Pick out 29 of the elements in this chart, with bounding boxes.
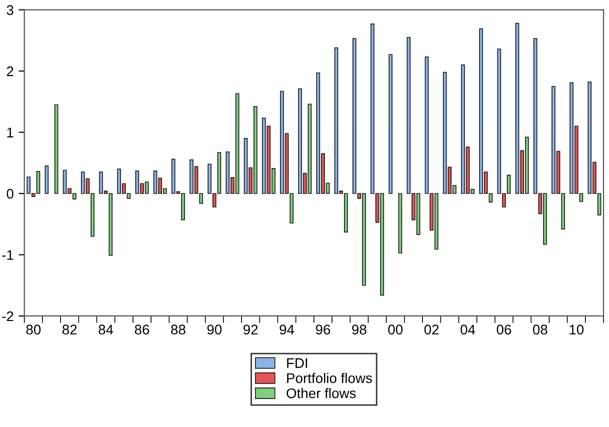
legend-label: Portfolio flows <box>287 372 372 384</box>
legend-label: Other flows <box>286 388 356 398</box>
y-tick-label: -1 <box>2 250 14 260</box>
y-tick-label: 2 <box>6 66 14 76</box>
x-tick-label: 98 <box>352 324 366 335</box>
x-tick-label: 80 <box>26 324 41 335</box>
x-tick-label: 84 <box>98 324 114 335</box>
y-tick-label: -2 <box>2 311 14 322</box>
x-tick-label: 04 <box>460 324 476 335</box>
x-tick-label: 00 <box>388 324 403 335</box>
bar <box>398 193 402 254</box>
x-tick-label: 06 <box>496 324 512 335</box>
x-tick-label: 86 <box>134 324 150 335</box>
x-tick-label: 08 <box>532 324 548 335</box>
x-tick-label: 94 <box>280 324 294 335</box>
x-tick-label: 88 <box>171 324 186 335</box>
bar <box>44 166 49 194</box>
bar <box>54 104 58 194</box>
x-tick-label: 90 <box>207 324 222 335</box>
legend-label: FDI <box>287 358 308 368</box>
bar <box>388 54 392 194</box>
y-tick-label: 3 <box>6 5 14 15</box>
x-tick-label: 10 <box>570 324 584 335</box>
x-tick-label: 96 <box>316 324 330 335</box>
y-tick-label: 0 <box>6 188 14 199</box>
x-tick-label: 02 <box>424 324 439 335</box>
x-tick-label: 82 <box>62 324 77 335</box>
y-tick-label: 1 <box>7 128 14 138</box>
x-tick-label: 92 <box>244 324 258 335</box>
